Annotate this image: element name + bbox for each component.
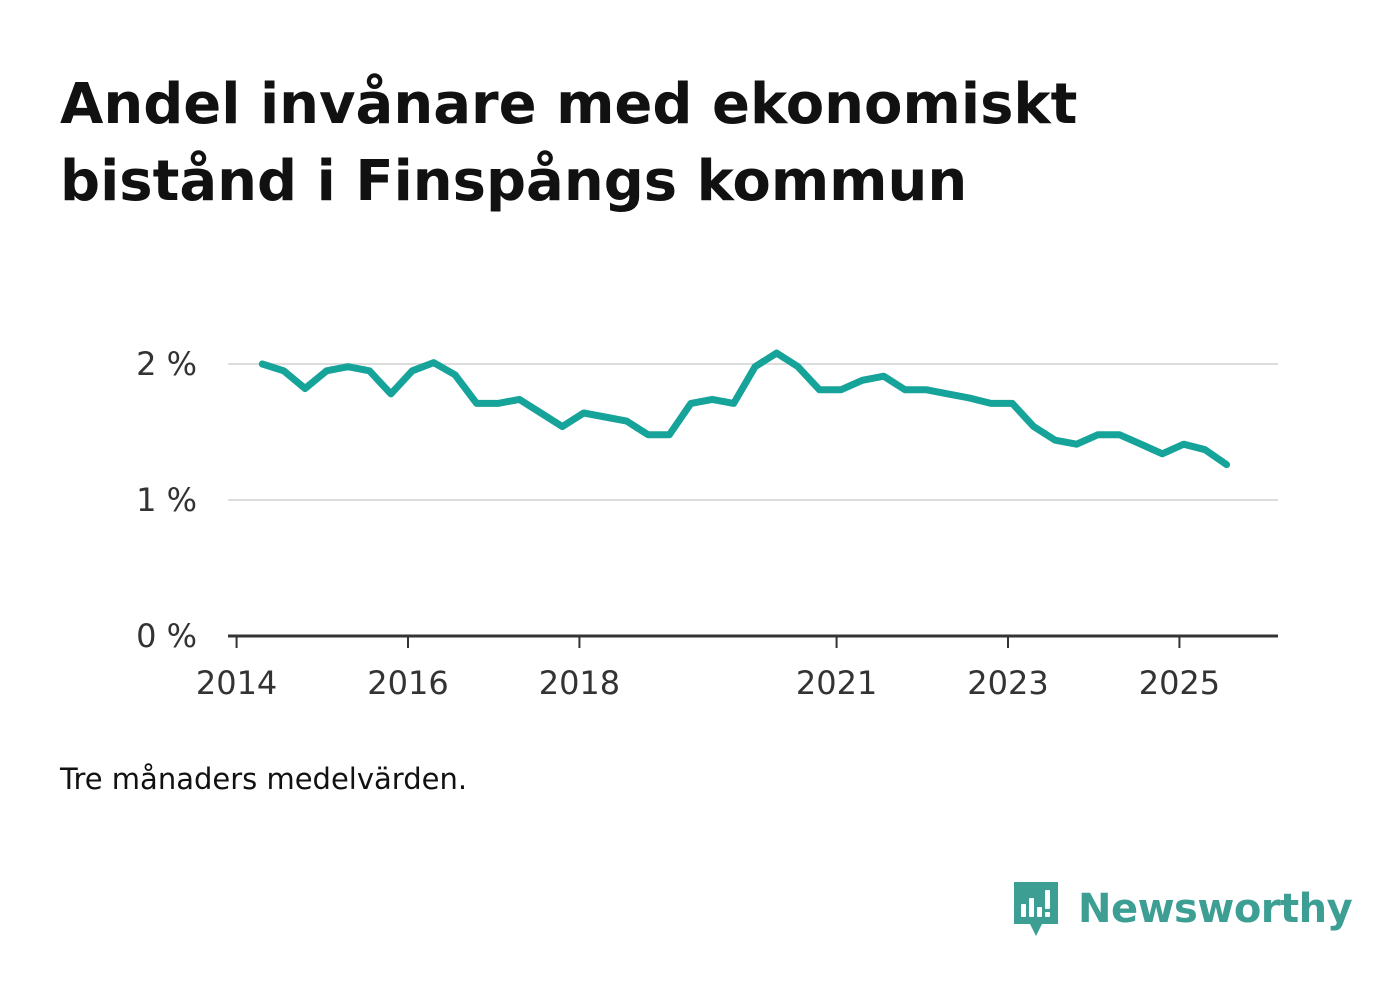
brand-name: Newsworthy xyxy=(1078,886,1353,932)
y-tick-label: 0 % xyxy=(136,617,197,655)
newsworthy-logo-icon xyxy=(1014,882,1058,936)
x-tick-label: 2018 xyxy=(539,664,620,702)
chart-note: Tre månaders medelvärden. xyxy=(60,762,468,796)
x-tick-label: 2023 xyxy=(967,664,1048,702)
brand-logo: Newsworthy xyxy=(1010,876,1353,942)
chart-title: Andel invånare med ekonomiskt bistånd i … xyxy=(60,72,1078,214)
series-line-0 xyxy=(258,349,1231,469)
x-tick-label: 2021 xyxy=(796,664,877,702)
x-axis: 2014 2016 2018 2021 2023 2025 xyxy=(196,634,1278,702)
x-tick-label: 2025 xyxy=(1139,664,1220,702)
series-lines xyxy=(258,349,1231,469)
y-axis-labels: 0 % 1 % 2 % xyxy=(136,345,197,655)
y-tick-label: 1 % xyxy=(136,481,197,519)
x-tick-label: 2014 xyxy=(196,664,277,702)
x-tick-label: 2016 xyxy=(367,664,448,702)
y-tick-label: 2 % xyxy=(136,345,197,383)
